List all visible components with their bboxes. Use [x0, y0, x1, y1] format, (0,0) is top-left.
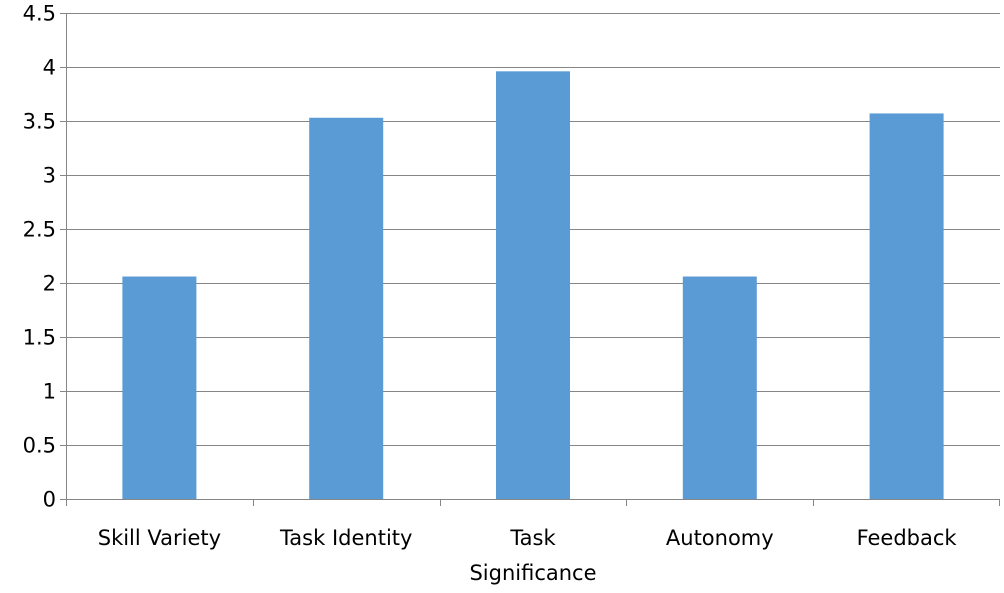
y-tick-label: 0.5 — [23, 434, 56, 458]
x-tick-label: Feedback — [857, 526, 958, 550]
y-tick-label: 4 — [43, 56, 56, 80]
x-tick-label: Task — [509, 526, 556, 550]
x-tick-label: Task Identity — [279, 526, 412, 550]
y-tick-label: 4.5 — [23, 2, 56, 26]
y-tick-label: 1.5 — [23, 326, 56, 350]
bar-feedback — [869, 113, 944, 499]
y-tick-label: 1 — [43, 380, 56, 404]
y-tick-label: 2 — [43, 272, 56, 296]
bar-task-identity — [309, 117, 384, 499]
x-tick-labels: Skill Variety Task Identity Task Significan… — [98, 526, 958, 585]
y-tick-label: 0 — [43, 488, 56, 512]
axes — [60, 13, 1000, 506]
y-tick-label: 2.5 — [23, 218, 56, 242]
x-tick-label: Significance — [469, 561, 596, 585]
x-tick-label: Autonomy — [666, 526, 774, 550]
y-tick-labels: 0 0.5 1 1.5 2 2.5 3 3.5 4 4.5 — [23, 2, 56, 512]
bars — [122, 71, 944, 499]
bar-task-significance — [496, 71, 570, 499]
bar-autonomy — [682, 276, 757, 499]
y-tick-label: 3 — [43, 164, 56, 188]
x-tick-label: Skill Variety — [98, 526, 221, 550]
y-tick-label: 3.5 — [23, 110, 56, 134]
bar-skill-variety — [122, 276, 197, 499]
